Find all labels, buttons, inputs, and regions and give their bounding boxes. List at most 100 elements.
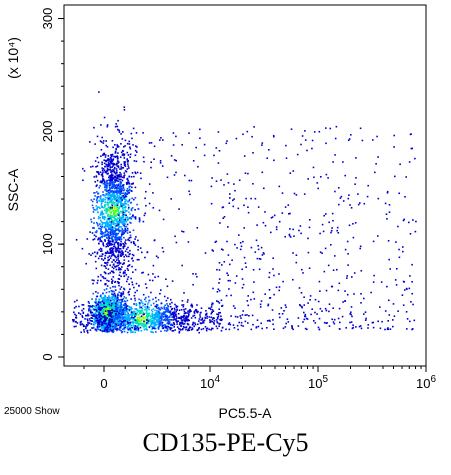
event-dot bbox=[100, 124, 102, 126]
event-dot bbox=[81, 315, 83, 317]
event-dot bbox=[112, 220, 115, 222]
event-dot bbox=[157, 307, 160, 310]
event-dot bbox=[168, 310, 171, 313]
event-dot bbox=[190, 317, 193, 319]
event-dot bbox=[119, 220, 122, 223]
event-dot bbox=[134, 218, 137, 220]
event-dot bbox=[128, 183, 131, 185]
event-dot bbox=[279, 316, 281, 319]
event-dot bbox=[175, 241, 178, 244]
event-dot bbox=[345, 327, 347, 329]
event-dot bbox=[153, 145, 156, 148]
event-dot bbox=[120, 286, 123, 288]
event-dot bbox=[101, 161, 103, 164]
event-dot bbox=[284, 206, 287, 208]
event-dot bbox=[128, 253, 131, 256]
event-dot bbox=[119, 216, 121, 218]
event-dot bbox=[187, 314, 190, 317]
event-dot bbox=[412, 303, 414, 306]
event-dot bbox=[122, 293, 124, 296]
event-dot bbox=[323, 214, 325, 217]
event-dot bbox=[127, 324, 129, 326]
event-dot bbox=[110, 176, 112, 179]
event-dot bbox=[218, 269, 221, 271]
event-dot bbox=[263, 253, 265, 255]
event-dot bbox=[117, 278, 120, 280]
event-dot bbox=[159, 316, 162, 318]
event-dot bbox=[241, 287, 244, 289]
event-dot bbox=[126, 316, 128, 318]
event-dot bbox=[123, 330, 126, 333]
event-dot bbox=[202, 321, 205, 323]
event-dot bbox=[112, 247, 115, 250]
event-dot bbox=[134, 315, 136, 318]
event-dot bbox=[113, 175, 116, 178]
event-dot bbox=[100, 181, 103, 184]
event-dot bbox=[126, 321, 129, 323]
event-dot bbox=[105, 220, 108, 223]
event-dot bbox=[295, 254, 298, 256]
event-dot bbox=[104, 216, 106, 219]
event-dot bbox=[233, 183, 235, 185]
event-dot bbox=[120, 319, 122, 322]
event-dot bbox=[126, 229, 129, 232]
event-dot bbox=[110, 234, 113, 236]
event-dot bbox=[114, 181, 116, 183]
event-dot bbox=[121, 330, 124, 333]
event-dot bbox=[97, 303, 100, 306]
event-dot bbox=[116, 318, 119, 320]
event-dot bbox=[122, 131, 124, 133]
event-dot bbox=[346, 275, 348, 277]
event-dot bbox=[208, 328, 210, 331]
event-dot bbox=[183, 312, 186, 315]
event-dot bbox=[113, 263, 115, 266]
event-dot bbox=[113, 170, 116, 173]
event-dot bbox=[210, 320, 212, 322]
event-dot bbox=[127, 218, 130, 220]
event-dot bbox=[113, 308, 115, 311]
event-dot bbox=[331, 318, 333, 321]
event-dot bbox=[126, 193, 128, 195]
event-dot bbox=[112, 259, 115, 261]
event-dot bbox=[106, 166, 108, 168]
event-dot bbox=[161, 307, 163, 310]
event-dot bbox=[107, 242, 109, 244]
event-dot bbox=[162, 327, 165, 329]
event-dot bbox=[112, 313, 114, 315]
event-dot bbox=[244, 314, 247, 316]
event-dot bbox=[226, 140, 228, 142]
event-dot bbox=[110, 162, 113, 165]
event-dot bbox=[149, 318, 151, 321]
event-dot bbox=[75, 325, 77, 328]
event-dot bbox=[124, 170, 127, 172]
event-dot bbox=[105, 288, 108, 290]
event-dot bbox=[120, 186, 122, 189]
event-dot bbox=[199, 137, 201, 139]
event-dot bbox=[116, 193, 118, 196]
event-dot bbox=[107, 209, 110, 212]
event-dot bbox=[320, 176, 322, 178]
event-dot bbox=[145, 326, 148, 328]
event-dot bbox=[125, 297, 127, 299]
event-dot bbox=[152, 323, 154, 325]
event-dot bbox=[116, 200, 119, 203]
event-dot bbox=[182, 325, 185, 328]
event-dot bbox=[78, 312, 80, 314]
event-dot bbox=[199, 316, 201, 318]
event-dot bbox=[102, 168, 105, 170]
event-dot bbox=[183, 326, 185, 329]
event-dot bbox=[115, 310, 117, 313]
event-dot bbox=[171, 319, 173, 321]
event-dot bbox=[143, 160, 145, 163]
event-dot bbox=[128, 305, 130, 308]
event-dot bbox=[366, 195, 369, 198]
event-dot bbox=[95, 205, 98, 207]
event-dot bbox=[109, 205, 112, 208]
event-dot bbox=[102, 304, 105, 307]
event-dot bbox=[121, 197, 123, 199]
event-dot bbox=[208, 307, 210, 310]
event-dot bbox=[254, 251, 257, 253]
event-dot bbox=[99, 302, 101, 305]
event-dot bbox=[122, 203, 124, 206]
event-dot bbox=[106, 181, 108, 183]
